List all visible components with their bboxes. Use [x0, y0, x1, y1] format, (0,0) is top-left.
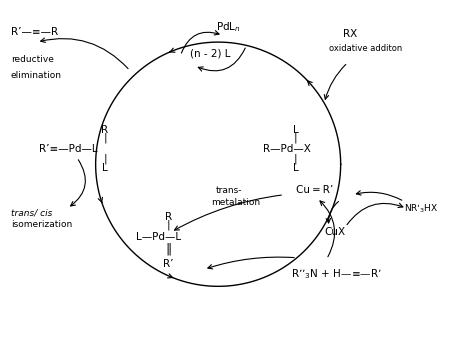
Text: |: |	[103, 133, 107, 143]
Text: reductive: reductive	[11, 55, 54, 64]
Text: R’≡—Pd—L: R’≡—Pd—L	[39, 144, 98, 154]
Text: R’’$_3$N + H—≡—R’: R’’$_3$N + H—≡—R’	[291, 267, 382, 281]
Text: CuX: CuX	[324, 227, 345, 237]
Text: trans-: trans-	[216, 186, 242, 195]
Text: oxidative additon: oxidative additon	[329, 43, 402, 53]
Text: RX: RX	[343, 29, 357, 39]
Text: (n - 2) L: (n - 2) L	[190, 49, 230, 59]
Text: |: |	[103, 153, 107, 164]
Text: Cu ═ R’: Cu ═ R’	[296, 185, 333, 195]
Text: R’: R’	[164, 259, 174, 269]
Text: trans/ cis: trans/ cis	[11, 208, 52, 217]
Text: |: |	[167, 220, 171, 230]
Text: L: L	[293, 162, 299, 173]
Text: metalation: metalation	[211, 198, 260, 207]
Text: L: L	[293, 125, 299, 135]
Text: NR’$_3$HX: NR’$_3$HX	[404, 202, 439, 214]
Text: ‖: ‖	[165, 243, 172, 256]
Text: |: |	[294, 153, 298, 164]
Text: elimination: elimination	[11, 71, 62, 80]
Text: PdL$_n$: PdL$_n$	[216, 20, 241, 34]
Text: R—Pd—X: R—Pd—X	[263, 144, 311, 154]
Text: L—Pd—L: L—Pd—L	[136, 232, 181, 242]
Text: R: R	[165, 212, 172, 222]
Text: L: L	[102, 162, 108, 173]
Text: R’—≡—R: R’—≡—R	[11, 27, 58, 37]
Text: isomerization: isomerization	[11, 220, 72, 229]
Text: R: R	[101, 125, 109, 135]
Text: |: |	[294, 133, 298, 143]
